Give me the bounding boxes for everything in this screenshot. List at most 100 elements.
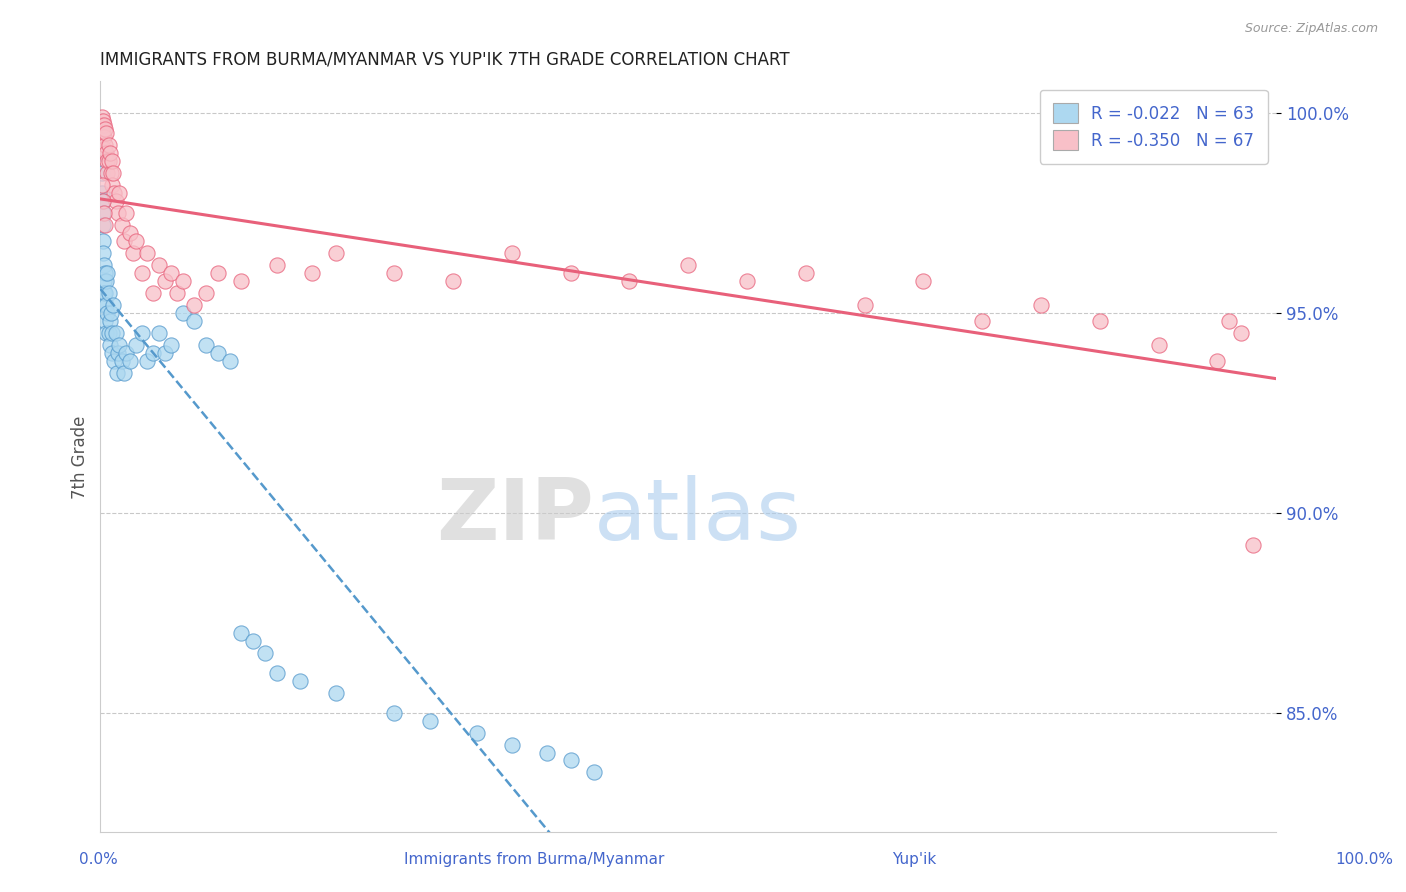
- Point: [100, 306, 122, 320]
- Point: [207, 266, 229, 280]
- Point: [90, 111, 112, 125]
- Point: [465, 725, 488, 739]
- Point: [93, 274, 115, 288]
- Point: [218, 354, 240, 368]
- Point: [97, 286, 120, 301]
- Point: [96, 298, 118, 312]
- Point: [301, 266, 323, 280]
- Point: [183, 314, 205, 328]
- Point: [94, 218, 117, 232]
- Point: [107, 206, 129, 220]
- Point: [583, 765, 606, 780]
- Point: [183, 298, 205, 312]
- Point: [91, 246, 114, 260]
- Point: [103, 166, 125, 180]
- Point: [118, 226, 141, 240]
- Point: [90, 178, 112, 193]
- Point: [96, 146, 118, 161]
- Point: [103, 298, 125, 312]
- Point: [148, 326, 170, 340]
- Point: [96, 326, 118, 340]
- Point: [96, 166, 118, 180]
- Point: [101, 346, 124, 360]
- Point: [560, 754, 582, 768]
- Point: [382, 266, 405, 280]
- Point: [131, 266, 153, 280]
- Point: [91, 206, 114, 220]
- Point: [794, 266, 817, 280]
- Point: [96, 266, 118, 280]
- Text: 0.0%: 0.0%: [79, 852, 118, 867]
- Point: [93, 298, 115, 312]
- Point: [1206, 354, 1229, 368]
- Point: [136, 354, 159, 368]
- Point: [136, 246, 159, 260]
- Point: [91, 194, 114, 209]
- Point: [101, 154, 124, 169]
- Point: [91, 114, 114, 128]
- Point: [107, 346, 129, 360]
- Point: [94, 314, 117, 328]
- Point: [1029, 298, 1052, 312]
- Point: [972, 314, 994, 328]
- Point: [560, 266, 582, 280]
- Point: [853, 298, 876, 312]
- Point: [94, 138, 117, 153]
- Point: [94, 122, 117, 136]
- Point: [441, 274, 464, 288]
- Point: [112, 234, 135, 248]
- Point: [93, 286, 115, 301]
- Text: atlas: atlas: [595, 475, 803, 558]
- Point: [1088, 314, 1111, 328]
- Point: [122, 246, 145, 260]
- Point: [105, 366, 128, 380]
- Point: [536, 746, 558, 760]
- Point: [103, 186, 125, 201]
- Point: [94, 266, 117, 280]
- Point: [96, 154, 118, 169]
- Point: [1218, 314, 1240, 328]
- Point: [110, 218, 132, 232]
- Point: [148, 258, 170, 272]
- Point: [90, 186, 112, 201]
- Point: [166, 286, 188, 301]
- Point: [115, 206, 138, 220]
- Point: [153, 346, 176, 360]
- Point: [253, 646, 276, 660]
- Point: [501, 738, 523, 752]
- Point: [419, 714, 441, 728]
- Point: [90, 166, 112, 180]
- Point: [98, 146, 121, 161]
- Y-axis label: 7th Grade: 7th Grade: [72, 415, 89, 499]
- Point: [91, 218, 114, 232]
- Point: [124, 338, 146, 352]
- Text: 100.0%: 100.0%: [1334, 852, 1393, 867]
- Text: Source: ZipAtlas.com: Source: ZipAtlas.com: [1244, 22, 1378, 36]
- Point: [96, 306, 118, 320]
- Point: [97, 154, 120, 169]
- Point: [94, 286, 117, 301]
- Point: [231, 274, 253, 288]
- Point: [90, 146, 112, 161]
- Point: [266, 258, 288, 272]
- Legend: R = -0.022   N = 63, R = -0.350   N = 67: R = -0.022 N = 63, R = -0.350 N = 67: [1039, 90, 1268, 163]
- Text: Yup'ik: Yup'ik: [891, 852, 936, 867]
- Point: [325, 246, 347, 260]
- Point: [101, 326, 124, 340]
- Point: [172, 306, 194, 320]
- Point: [97, 326, 120, 340]
- Point: [108, 338, 131, 352]
- Point: [142, 346, 165, 360]
- Text: IMMIGRANTS FROM BURMA/MYANMAR VS YUP'IK 7TH GRADE CORRELATION CHART: IMMIGRANTS FROM BURMA/MYANMAR VS YUP'IK …: [100, 51, 790, 69]
- Point: [100, 166, 122, 180]
- Point: [91, 234, 114, 248]
- Point: [115, 346, 138, 360]
- Point: [96, 274, 118, 288]
- Point: [108, 186, 131, 201]
- Point: [110, 354, 132, 368]
- Point: [112, 366, 135, 380]
- Point: [195, 338, 218, 352]
- Point: [676, 258, 699, 272]
- Point: [1230, 326, 1253, 340]
- Point: [735, 274, 758, 288]
